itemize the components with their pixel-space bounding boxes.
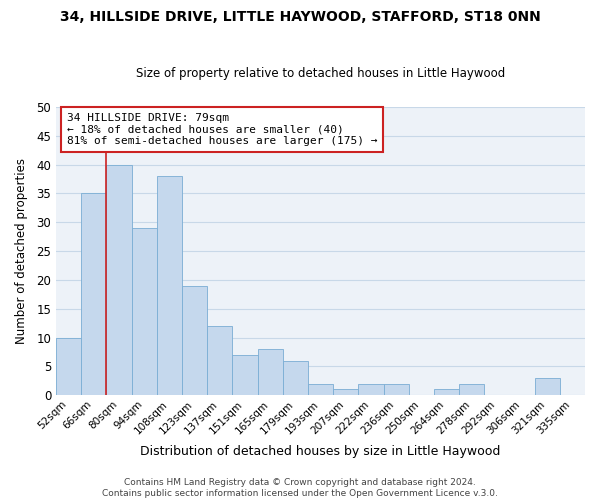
Bar <box>459 384 484 395</box>
X-axis label: Distribution of detached houses by size in Little Haywood: Distribution of detached houses by size … <box>140 444 501 458</box>
Bar <box>383 384 409 395</box>
Bar <box>358 384 383 395</box>
Text: 34 HILLSIDE DRIVE: 79sqm
← 18% of detached houses are smaller (40)
81% of semi-d: 34 HILLSIDE DRIVE: 79sqm ← 18% of detach… <box>67 113 377 146</box>
Bar <box>56 338 81 395</box>
Y-axis label: Number of detached properties: Number of detached properties <box>15 158 28 344</box>
Bar <box>333 390 358 395</box>
Bar <box>535 378 560 395</box>
Bar <box>257 349 283 395</box>
Bar <box>232 355 257 395</box>
Text: Contains HM Land Registry data © Crown copyright and database right 2024.
Contai: Contains HM Land Registry data © Crown c… <box>102 478 498 498</box>
Bar <box>106 164 131 395</box>
Title: Size of property relative to detached houses in Little Haywood: Size of property relative to detached ho… <box>136 66 505 80</box>
Bar <box>182 286 207 395</box>
Bar <box>81 194 106 395</box>
Bar <box>283 360 308 395</box>
Bar <box>207 326 232 395</box>
Bar <box>131 228 157 395</box>
Bar <box>434 390 459 395</box>
Bar <box>308 384 333 395</box>
Bar <box>157 176 182 395</box>
Text: 34, HILLSIDE DRIVE, LITTLE HAYWOOD, STAFFORD, ST18 0NN: 34, HILLSIDE DRIVE, LITTLE HAYWOOD, STAF… <box>59 10 541 24</box>
